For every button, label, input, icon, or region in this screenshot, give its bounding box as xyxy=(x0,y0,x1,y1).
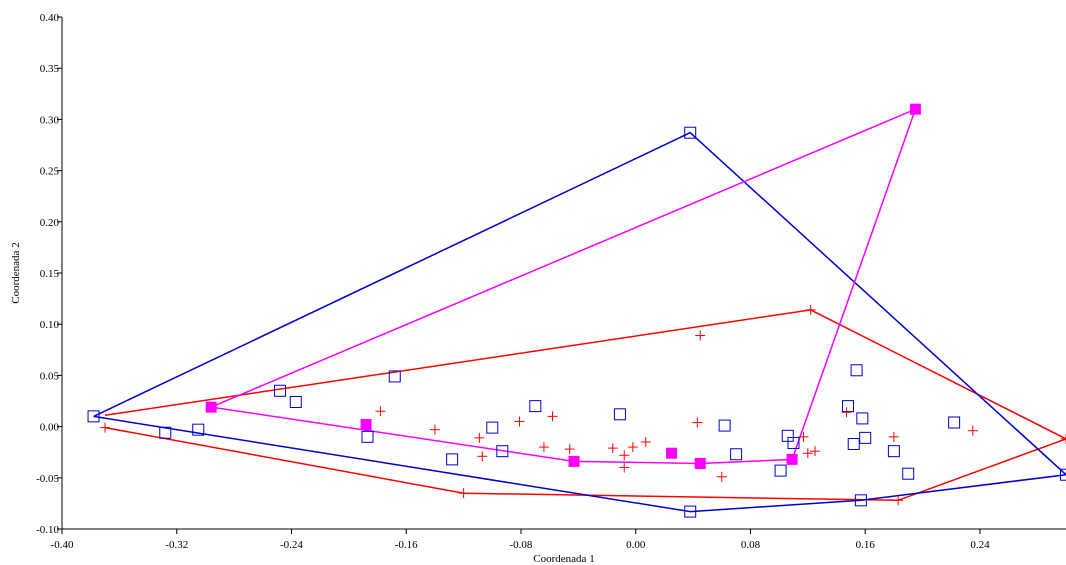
data-points xyxy=(87,103,1066,518)
axes xyxy=(61,17,1066,530)
open-square-marker xyxy=(496,445,509,458)
cross-marker xyxy=(514,416,525,427)
open-square-marker xyxy=(948,416,961,429)
cross-marker xyxy=(477,451,488,462)
filled-square-marker xyxy=(909,103,921,115)
cross-marker xyxy=(627,442,638,453)
y-tick-label: 0.15 xyxy=(40,268,60,280)
cross-marker xyxy=(692,417,703,428)
cross-marker xyxy=(375,406,386,417)
open-square-marker xyxy=(684,505,697,518)
open-square-marker xyxy=(718,419,731,432)
y-tick-label: 0.05 xyxy=(40,370,60,382)
open-square-marker xyxy=(859,431,872,444)
filled-square-marker xyxy=(786,453,798,465)
open-square-marker xyxy=(887,445,900,458)
x-tick-label: 0.16 xyxy=(856,539,876,551)
open-square-marker xyxy=(847,438,860,451)
cross-marker xyxy=(538,442,549,453)
x-tick-label: 0.08 xyxy=(741,539,761,551)
cross-marker xyxy=(640,436,651,447)
x-tick-label: -0.40 xyxy=(51,539,74,551)
cross-marker xyxy=(888,431,899,442)
cross-marker xyxy=(429,424,440,435)
convex-hulls xyxy=(93,107,1066,513)
x-tick-label: -0.08 xyxy=(510,539,533,551)
open-square-marker xyxy=(289,396,302,409)
open-square-marker xyxy=(486,421,499,434)
open-square-marker xyxy=(787,436,800,449)
y-tick-label: 0.35 xyxy=(40,63,60,75)
open-square-marker xyxy=(361,430,374,443)
filled-square-marker xyxy=(568,455,580,467)
cross-marker xyxy=(805,304,816,315)
y-tick-label: 0.40 xyxy=(40,12,60,24)
open-square-marker xyxy=(1060,468,1066,481)
cross-marker xyxy=(619,462,630,473)
y-tick-label: 0.20 xyxy=(40,217,60,229)
cross-marker xyxy=(893,495,904,506)
open-square-marker xyxy=(159,426,172,439)
cross-marker xyxy=(1061,433,1066,444)
cross-marker xyxy=(607,443,618,454)
cross-marker xyxy=(798,431,809,442)
x-axis-title: Coordenada 1 xyxy=(533,553,594,565)
cross-marker xyxy=(619,450,630,461)
hull-line-2 xyxy=(210,107,917,465)
y-tick-label: 0.30 xyxy=(40,114,60,126)
x-tick-label: -0.16 xyxy=(395,539,418,551)
open-square-marker xyxy=(850,364,863,377)
filled-square-marker xyxy=(360,419,372,431)
y-tick-label: 0.00 xyxy=(40,422,60,434)
open-square-marker xyxy=(841,400,854,413)
open-square-marker xyxy=(446,453,459,466)
y-tick-label: -0.10 xyxy=(36,524,59,536)
y-ticks: -0.10 -0.05 0.00 0.05 0.10 0.15 0.20 0.25 0.30 0.… xyxy=(36,12,62,536)
cross-marker xyxy=(474,432,485,443)
x-tick-label: 0.24 xyxy=(970,539,990,551)
cross-marker xyxy=(100,422,111,433)
cross-marker xyxy=(716,471,727,482)
cross-marker xyxy=(547,411,558,422)
cross-marker xyxy=(458,488,469,499)
cross-marker xyxy=(564,444,575,455)
y-axis-title: Coordenada 2 xyxy=(10,242,22,303)
open-square-marker xyxy=(613,408,626,421)
open-square-marker xyxy=(388,370,401,383)
open-square-marker xyxy=(854,494,867,507)
x-tick-label: -0.32 xyxy=(165,539,188,551)
open-square-marker xyxy=(529,400,542,413)
y-tick-label: -0.05 xyxy=(36,473,59,485)
x-tick-label: 0.00 xyxy=(626,539,646,551)
x-ticks: -0.40 -0.32 -0.24 -0.16 -0.08 0.00 0.08 0.16 0.2… xyxy=(51,529,990,551)
hull-line-1 xyxy=(93,131,1066,513)
filled-square-marker xyxy=(666,447,678,459)
cross-marker xyxy=(967,425,978,436)
open-square-marker xyxy=(87,410,100,423)
open-square-marker xyxy=(774,464,787,477)
cross-marker xyxy=(841,407,852,418)
cross-marker xyxy=(802,448,813,459)
open-square-marker xyxy=(274,384,287,397)
y-tick-label: 0.25 xyxy=(40,166,60,178)
open-square-marker xyxy=(902,467,915,480)
filled-square-marker xyxy=(694,457,706,469)
cross-marker xyxy=(695,330,706,341)
hull-line-0 xyxy=(104,309,1066,502)
filled-square-marker xyxy=(205,401,217,413)
x-tick-label: -0.24 xyxy=(280,539,303,551)
cross-marker xyxy=(810,446,820,457)
open-square-marker xyxy=(730,448,743,461)
y-tick-label: 0.10 xyxy=(40,319,60,331)
open-square-marker xyxy=(856,412,869,425)
open-square-marker xyxy=(192,423,205,436)
open-square-marker xyxy=(684,126,697,139)
